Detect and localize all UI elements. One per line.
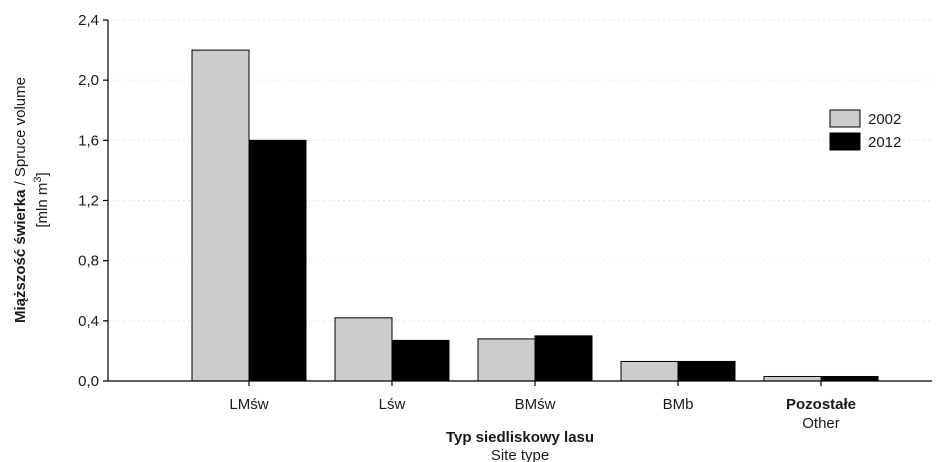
y-tick-label: 1,2 (78, 193, 99, 210)
bar-2002-3 (620, 360, 679, 382)
x-category-label: BMb (663, 396, 694, 413)
x-category-label: Lśw (379, 396, 406, 413)
x-axis-subtitle: Site type (491, 447, 549, 462)
y-tick-label: 2,0 (78, 72, 99, 89)
x-category-label: Pozostałe (786, 396, 856, 413)
x-axis-category-labels: LMśw Lśw BMśw BMb Pozostałe Other (229, 381, 856, 432)
bar-2012-3 (677, 360, 736, 382)
x-category-label: BMśw (515, 396, 556, 413)
y-axis-title-bold: Miąższość świerka (12, 189, 29, 323)
bar-2012-4 (820, 375, 879, 382)
legend-label-2012: 2012 (868, 134, 901, 151)
legend-swatch-2002 (829, 109, 861, 128)
y-axis-unit-sup: 3 (32, 177, 44, 183)
bar-2002-4 (763, 375, 822, 382)
y-tick-label: 0,8 (78, 253, 99, 270)
bar-2002-2 (477, 338, 536, 382)
legend-label-2002: 2002 (868, 111, 901, 128)
y-tick-label: 0,4 (78, 313, 99, 330)
y-axis-unit-prefix: [mln m (34, 183, 51, 228)
bars (191, 49, 879, 382)
y-axis-ticks: 0,0 0,4 0,8 1,2 1,6 2,0 2,4 (78, 12, 108, 390)
bar-2012-1 (391, 339, 450, 382)
y-tick-label: 2,4 (78, 12, 99, 29)
bar-2012-2 (534, 335, 593, 382)
y-axis-unit-suffix: ] (34, 172, 51, 176)
x-category-label: LMśw (229, 396, 268, 413)
y-axis-unit: [mln m3] (32, 172, 51, 227)
bar-2012-0 (248, 139, 307, 382)
x-axis-title: Typ siedliskowy lasu (446, 429, 594, 446)
y-axis-title: Miąższość świerka / Spruce volume (12, 77, 29, 323)
y-tick-label: 1,6 (78, 132, 99, 149)
legend: 2002 2012 (829, 109, 901, 151)
legend-swatch-2012 (829, 132, 861, 151)
y-tick-label: 0,0 (78, 373, 99, 390)
gridlines (108, 19, 932, 322)
y-axis-title-rest: / Spruce volume (12, 77, 29, 190)
bar-2002-1 (334, 317, 393, 382)
bar-2002-0 (191, 49, 250, 382)
x-category-sublabel: Other (802, 415, 840, 432)
